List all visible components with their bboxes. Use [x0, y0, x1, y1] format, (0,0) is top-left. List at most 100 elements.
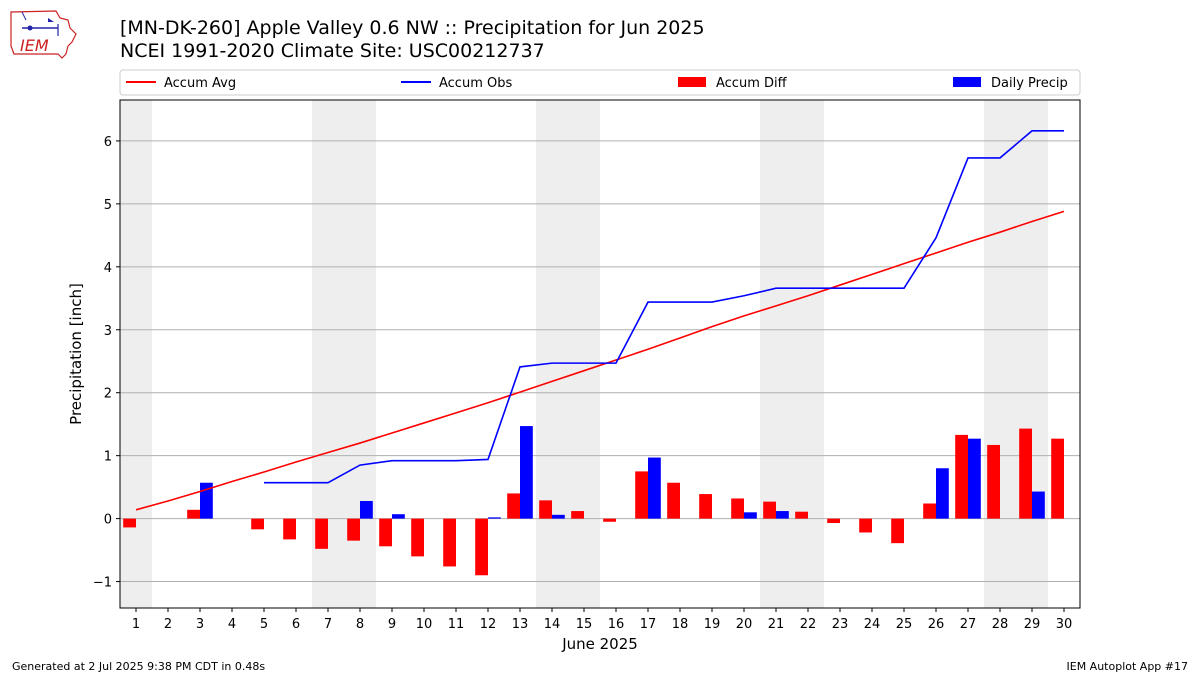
accum-diff-bar-day-8 — [347, 518, 360, 541]
y-axis-label: Precipitation [inch] — [67, 283, 85, 425]
legend-box — [119, 69, 1081, 96]
accum-diff-bar-day-15 — [571, 511, 584, 519]
legend-label-accum-diff: Accum Diff — [716, 76, 788, 91]
weekend-shade-day-21 — [760, 100, 792, 608]
x-tick-label-12: 12 — [480, 617, 497, 632]
x-tick-label-6: 6 — [292, 617, 300, 632]
legend: Accum Avg Accum Obs Accum Diff Daily Precip — [119, 69, 1081, 96]
accum-diff-bar-day-16 — [603, 518, 616, 522]
y-tick-label--1: −1 — [93, 576, 112, 591]
bars — [123, 426, 1064, 576]
accum-diff-bar-day-9 — [379, 518, 392, 547]
x-tick-label-22: 22 — [800, 617, 817, 632]
grid-lines — [120, 140, 1080, 583]
daily-precip-bar-day-20 — [744, 512, 757, 519]
accum-diff-bar-day-10 — [411, 518, 424, 557]
daily-precip-bar-day-9 — [392, 514, 405, 519]
accum-diff-bar-day-23 — [827, 518, 840, 524]
iem-logo: IEM — [8, 6, 80, 60]
daily-precip-bar-day-26 — [936, 468, 949, 519]
legend-swatch-accum-diff — [678, 77, 706, 87]
weekend-shade-day-14 — [536, 100, 568, 608]
x-tick-label-21: 21 — [768, 617, 785, 632]
x-tick-label-2: 2 — [164, 617, 172, 632]
x-tick-label-24: 24 — [864, 617, 881, 632]
x-tick-label-29: 29 — [1024, 617, 1041, 632]
accum-diff-bar-day-29 — [1019, 428, 1032, 519]
accum-avg-line — [135, 210, 1065, 511]
accum-diff-bar-day-28 — [987, 444, 1000, 519]
accum-diff-bar-day-21 — [763, 501, 776, 519]
x-tick-label-26: 26 — [928, 617, 945, 632]
x-tick-label-15: 15 — [576, 617, 593, 632]
accum-diff-bar-day-12 — [475, 518, 488, 576]
weekend-shade-day-28 — [984, 100, 1016, 608]
x-tick-label-13: 13 — [512, 617, 529, 632]
accum-diff-bar-day-14 — [539, 500, 552, 519]
accum-diff-bar-day-17 — [635, 471, 648, 519]
daily-precip-bar-day-12 — [488, 517, 501, 519]
accum-diff-bar-day-20 — [731, 498, 744, 519]
accum-diff-bar-day-18 — [667, 482, 680, 519]
plot-frame — [119, 99, 1081, 609]
x-tick-label-28: 28 — [992, 617, 1009, 632]
x-tick-label-10: 10 — [416, 617, 433, 632]
daily-precip-bar-day-29 — [1032, 491, 1045, 519]
x-tick-label-7: 7 — [324, 617, 332, 632]
accum-diff-bar-day-11 — [443, 518, 456, 567]
weekend-shading — [120, 100, 1048, 608]
legend-label-daily-precip: Daily Precip — [991, 76, 1068, 91]
accum-diff-bar-day-26 — [923, 503, 936, 519]
accum-diff-bar-day-5 — [251, 518, 264, 530]
daily-precip-bar-day-13 — [520, 426, 533, 519]
y-tick-label-6: 6 — [104, 135, 112, 150]
footer-app: IEM Autoplot App #17 — [1066, 660, 1189, 673]
weekend-shade-day-1 — [120, 100, 152, 608]
accum-diff-bar-day-27 — [955, 434, 968, 519]
accum-diff-bar-day-30 — [1051, 438, 1064, 519]
daily-precip-bar-day-21 — [776, 511, 789, 519]
accum-diff-bar-day-24 — [859, 518, 872, 533]
x-tick-label-4: 4 — [228, 617, 236, 632]
logo-text: IEM — [20, 36, 49, 55]
weekend-shade-day-15 — [568, 100, 600, 608]
x-tick-label-14: 14 — [544, 617, 561, 632]
accum-diff-bar-day-13 — [507, 493, 520, 519]
daily-precip-bar-day-8 — [360, 500, 373, 519]
chart-subtitle: NCEI 1991-2020 Climate Site: USC00212737 — [120, 40, 545, 62]
y-tick-label-2: 2 — [104, 387, 112, 402]
daily-precip-bar-day-17 — [648, 457, 661, 519]
accum-diff-bar-day-22 — [795, 511, 808, 519]
x-tick-label-18: 18 — [672, 617, 689, 632]
accum-diff-bar-day-3 — [187, 509, 200, 519]
x-tick-label-3: 3 — [196, 617, 204, 632]
accum-diff-bar-day-6 — [283, 518, 296, 540]
weekend-shade-day-29 — [1016, 100, 1048, 608]
x-tick-label-30: 30 — [1056, 617, 1073, 632]
x-tick-label-19: 19 — [704, 617, 721, 632]
x-tick-label-20: 20 — [736, 617, 753, 632]
x-tick-label-9: 9 — [388, 617, 396, 632]
daily-precip-bar-day-27 — [968, 438, 981, 519]
y-tick-label-1: 1 — [104, 450, 112, 465]
x-tick-label-25: 25 — [896, 617, 913, 632]
y-tick-label-0: 0 — [104, 513, 112, 528]
y-tick-label-4: 4 — [104, 261, 112, 276]
y-tick-label-3: 3 — [104, 324, 112, 339]
accum-diff-bar-day-1 — [123, 518, 136, 528]
x-tick-label-23: 23 — [832, 617, 849, 632]
x-tick-label-11: 11 — [448, 617, 465, 632]
lines — [135, 130, 1065, 511]
legend-swatch-daily-precip — [953, 77, 981, 87]
x-tick-label-5: 5 — [260, 617, 268, 632]
accum-diff-bar-day-19 — [699, 494, 712, 519]
footer-generated: Generated at 2 Jul 2025 9:38 PM CDT in 0… — [12, 660, 266, 673]
x-tick-label-27: 27 — [960, 617, 977, 632]
legend-label-accum-obs: Accum Obs — [439, 76, 512, 91]
y-tick-label-5: 5 — [104, 198, 112, 213]
x-tick-label-8: 8 — [356, 617, 364, 632]
accum-diff-bar-day-7 — [315, 518, 328, 549]
accum-diff-bar-day-25 — [891, 518, 904, 544]
legend-label-accum-avg: Accum Avg — [164, 76, 236, 91]
